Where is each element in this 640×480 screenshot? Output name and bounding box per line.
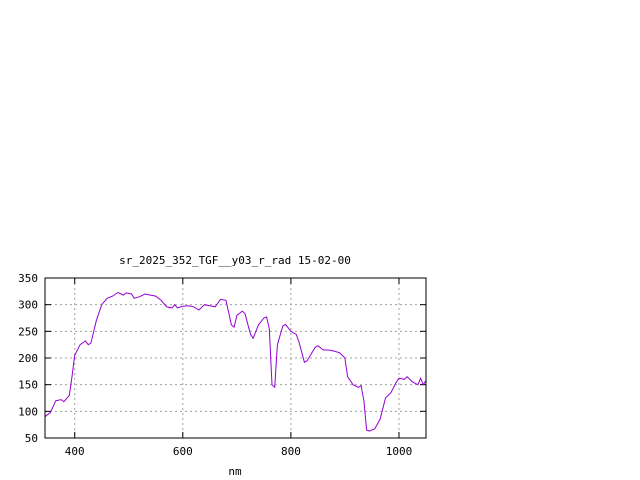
y-tick-label: 300 [18, 299, 38, 312]
x-tick-label: 600 [173, 445, 193, 458]
axis-ticks: 400 600 800 1000 50 100 150 200 250 300 350 [18, 272, 426, 458]
x-tick-label: 800 [281, 445, 301, 458]
x-tick-label: 400 [65, 445, 85, 458]
chart-title: sr_2025_352_TGF__y03_r_rad 15-02-00 [119, 254, 351, 267]
series-line [44, 291, 427, 432]
y-tick-label: 100 [18, 405, 38, 418]
y-tick-label: 150 [18, 379, 38, 392]
y-tick-label: 250 [18, 325, 38, 338]
y-tick-label: 200 [18, 352, 38, 365]
plot-frame [44, 277, 427, 439]
x-tick-label: 1000 [386, 445, 413, 458]
y-tick-label: 350 [18, 272, 38, 285]
y-tick-label: 50 [25, 432, 38, 445]
x-axis-label: nm [228, 465, 242, 478]
grid [45, 278, 426, 438]
